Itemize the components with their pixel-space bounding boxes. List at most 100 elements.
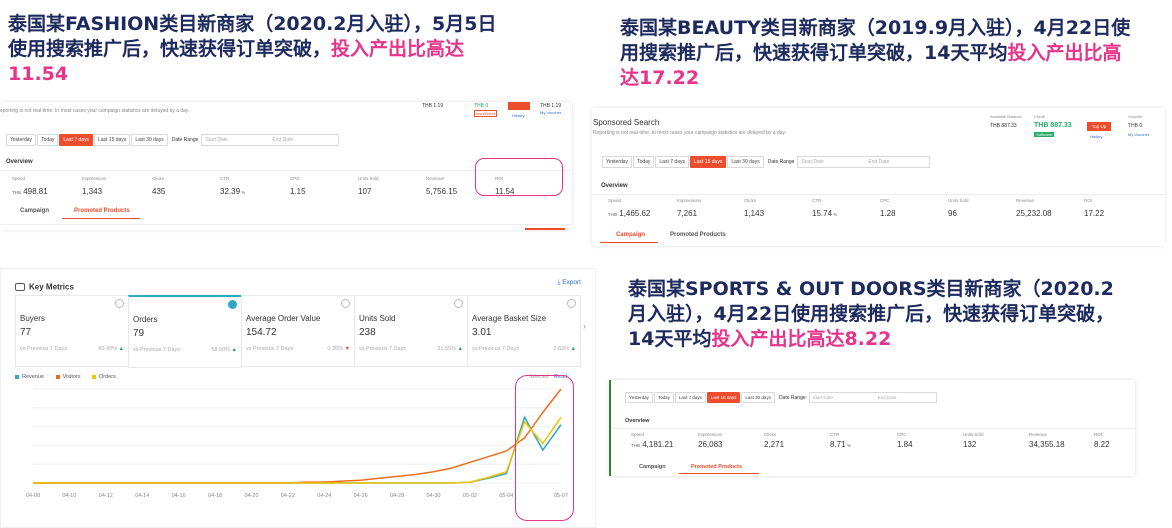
tab-campaign[interactable]: Campaign	[20, 208, 50, 214]
date-btn-yesterday[interactable]: Yesterday	[625, 392, 653, 403]
metric-card-basket-size[interactable]: Average Basket Size 3.01 vs Previous 7 Day…	[467, 295, 581, 367]
metric-revenue: Revenue 5,756.15	[426, 176, 458, 196]
series-line-visitors	[33, 388, 562, 484]
heading-beauty-text: 泰国某BEAUTY类目新商家（2019.9月入驻），4月22日使用搜索推广后，快…	[620, 17, 1131, 64]
metric-units-sold: Units Sold 132	[963, 432, 984, 449]
tab-promoted-products[interactable]: Promoted Products	[691, 464, 743, 470]
key-metrics-panel: Key Metrics ⤓ Export Buyers 77 vs Previous…	[0, 268, 596, 528]
roi-highlight-box	[475, 158, 563, 196]
date-btn-last15[interactable]: Last 15 days	[689, 156, 727, 168]
legend-orders[interactable]: Orders	[92, 374, 116, 380]
chart-right-labels: Selected Reset	[529, 374, 567, 380]
date-btn-today[interactable]: Today	[653, 392, 674, 403]
metric-card-units-sold[interactable]: Units Sold 238 vs Previous 7 Days 51.55% ▲	[354, 295, 468, 367]
heading-beauty-highlight: 投入产出比高达17.22	[620, 42, 1122, 89]
legend-visitors[interactable]: Visitors	[55, 374, 81, 380]
tab-campaign[interactable]: Campaign	[639, 464, 666, 470]
check-icon	[228, 300, 237, 309]
x-tick-label: 04-30	[427, 493, 441, 499]
key-metrics-header: Key Metrics	[15, 278, 74, 296]
metric-spend: Spend THB 1,465.62	[608, 198, 651, 218]
voucher-value: THB 1.19	[540, 103, 562, 109]
date-btn-today[interactable]: Today	[37, 134, 59, 146]
date-filter: Yesterday Today Last 7 days Last 15 days…	[6, 134, 340, 146]
chart-legend: Revenue Visitors Orders	[15, 374, 116, 380]
wallet-balance: THB 1.19	[422, 103, 444, 109]
date-btn-last7[interactable]: Last 7 days	[59, 134, 93, 146]
key-metrics-title: Key Metrics	[29, 282, 74, 292]
dashboard-panel-beauty: Sponsored Search Reporting is not real-t…	[592, 108, 1165, 246]
date-btn-last30[interactable]: Last 30 days	[741, 392, 775, 403]
reset-link[interactable]: Reset	[553, 374, 567, 380]
date-btn-last30[interactable]: Last 30 days	[131, 134, 168, 146]
dashboard-panel-fashion: THB 1.19 THB 0 Insufficient History THB …	[0, 102, 572, 230]
topup-button[interactable]	[508, 102, 530, 110]
metric-roi: ROI 17.22	[1084, 198, 1105, 218]
history-link[interactable]: History	[1090, 134, 1103, 139]
tab-promoted-products[interactable]: Promoted Products	[670, 232, 726, 238]
legend-revenue[interactable]: Revenue	[15, 374, 44, 380]
metric-impressions: Impressions 1,343	[82, 176, 107, 196]
history-link[interactable]: History	[512, 113, 525, 118]
insufficient-badge: Insufficient	[474, 110, 498, 117]
x-tick-label: 04-18	[208, 493, 222, 499]
date-btn-last30[interactable]: Last 30 days	[727, 156, 764, 168]
heading-beauty: 泰国某BEAUTY类目新商家（2019.9月入驻），4月22日使用搜索推广后，快…	[620, 16, 1140, 91]
check-icon	[454, 299, 463, 308]
export-button[interactable]: ⤓ Export	[558, 279, 581, 287]
heading-fashion-highlight: 投入产出比高达11.54	[8, 38, 465, 85]
wallet-strip: THB 1.19 THB 0 Insufficient History THB …	[420, 101, 570, 119]
date-filter: Yesterday Today Last 7 days Last 15 days…	[625, 392, 938, 403]
download-icon: ⤓	[557, 279, 563, 286]
metric-card-buyers[interactable]: Buyers 77 vs Previous 7 Days 80.43% ▲	[15, 295, 129, 367]
start-date-placeholder: Start Date	[812, 395, 833, 400]
metric-units-sold: Units Sold 107	[358, 176, 379, 196]
metric-ctr: CTR 32.39 %	[220, 176, 246, 196]
overview-divider	[611, 428, 1135, 429]
date-range-label: Date Range	[767, 159, 795, 165]
x-tick-label: 04-20	[244, 493, 258, 499]
x-tick-label: 04-10	[62, 493, 76, 499]
chevron-right-icon[interactable]: ›	[583, 321, 586, 331]
x-tick-label: 04-26	[354, 493, 368, 499]
date-btn-last15[interactable]: Last 15 days	[706, 392, 741, 403]
my-voucher-link[interactable]: My Voucher	[540, 110, 562, 115]
metric-spend: Spend THB 4,181.21	[631, 432, 674, 449]
series-line-orders	[33, 416, 562, 484]
date-btn-today[interactable]: Today	[633, 156, 655, 168]
metric-card-orders[interactable]: Orders 79 vs Previous 7 Days 58.00% ▲	[128, 295, 242, 368]
topup-button[interactable]: Top Up	[1087, 122, 1112, 131]
date-btn-last7[interactable]: Last 7 days	[674, 392, 706, 403]
metric-clicks: Clicks 1,143	[744, 198, 765, 218]
date-range-input[interactable]: Start Date End Date	[201, 134, 340, 146]
metric-card-aov[interactable]: Average Order Value 154.72 vs Previous 7 D…	[241, 295, 355, 367]
realtime-notice: Reporting is not real-time. In most case…	[593, 130, 787, 136]
check-icon	[567, 299, 576, 308]
date-btn-yesterday[interactable]: Yesterday	[6, 134, 37, 146]
x-tick-label: 05-02	[463, 493, 477, 499]
end-date-placeholder: End Date	[868, 159, 890, 165]
x-tick-label: 04-28	[390, 493, 404, 499]
my-voucher-link[interactable]: My Voucher	[1128, 132, 1150, 137]
metric-cpc: CPC 1.15	[290, 176, 306, 196]
date-btn-yesterday[interactable]: Yesterday	[602, 156, 633, 168]
metric-cpc: CPC 1.28	[880, 198, 896, 218]
date-btn-last7[interactable]: Last 7 days	[655, 156, 689, 168]
tab-campaign[interactable]: Campaign	[616, 232, 646, 238]
tab-promoted-products[interactable]: Promoted Products	[74, 208, 130, 214]
heading-fashion: 泰国某FASHION类目新商家（2020.2月入驻），5月5日使用搜索推广后，快…	[8, 12, 498, 87]
metric-spend: Spend THB 498.81	[12, 176, 48, 196]
sponsored-search-title: Sponsored Search	[593, 118, 660, 127]
heading-sports: 泰国某SPORTS & OUT DOORS类目新商家（2020.2月入驻），4月…	[628, 277, 1128, 352]
x-tick-label: 04-22	[281, 493, 295, 499]
metric-revenue: Revenue 34,355.18	[1029, 432, 1065, 449]
scroll-indicator	[525, 228, 565, 230]
date-range-input[interactable]: Start Date End Date	[808, 392, 937, 403]
start-date-placeholder: Start Date	[205, 137, 228, 143]
heading-sports-text: 泰国某SPORTS & OUT DOORS类目新商家（2020.2月入驻），4月…	[628, 278, 1115, 350]
date-btn-last15[interactable]: Last 15 days	[93, 134, 131, 146]
available-balance-label: Available Balance	[990, 114, 1022, 119]
date-range-input[interactable]: Start Date End Date	[797, 156, 931, 168]
layers-icon	[15, 282, 25, 291]
metric-revenue: Revenue 25,232.08	[1016, 198, 1052, 218]
